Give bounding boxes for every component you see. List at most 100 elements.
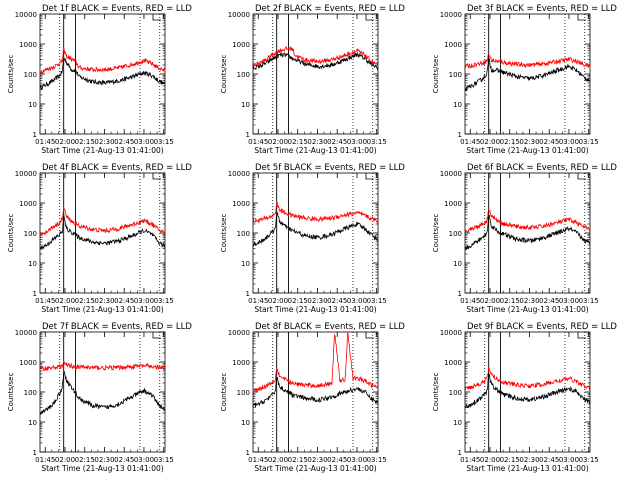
lld-series-line xyxy=(40,47,165,75)
y-tick-label: 100 xyxy=(449,389,462,397)
x-tick-label: 03:15 xyxy=(154,138,174,146)
legend-marker xyxy=(152,173,161,180)
y-tick-label: 10000 xyxy=(440,170,462,178)
y-tick-label: 10 xyxy=(241,260,250,268)
x-tick-label: 01:45 xyxy=(35,456,55,464)
lld-series-line xyxy=(253,332,378,393)
plot-frame xyxy=(464,331,591,453)
series-group xyxy=(253,45,378,71)
x-axis-label: Start Time (21-Aug-13 01:41:00) xyxy=(466,146,588,155)
lld-series-line xyxy=(465,366,590,391)
x-tick-label: 02:00 xyxy=(480,456,500,464)
x-tick-label: 03:00 xyxy=(347,138,367,146)
x-axis-label: Start Time (21-Aug-13 01:41:00) xyxy=(254,305,376,314)
lld-series-line xyxy=(253,45,378,67)
plot-frame xyxy=(464,172,591,294)
x-axis-label: Start Time (21-Aug-13 01:41:00) xyxy=(466,305,588,314)
y-tick-label: 10 xyxy=(28,101,37,109)
series-group xyxy=(253,332,378,408)
legend-marker xyxy=(152,14,161,21)
legend-marker xyxy=(365,332,374,339)
y-tick-label: 1 xyxy=(246,449,250,457)
y-tick-label: 1 xyxy=(33,449,37,457)
y-axis-label: Counts/sec xyxy=(432,373,440,412)
y-tick-label: 1 xyxy=(458,131,462,139)
x-axis-label: Start Time (21-Aug-13 01:41:00) xyxy=(466,464,588,473)
chart-title: Det 4f BLACK = Events, RED = LLD xyxy=(42,163,192,173)
x-tick-label: 01:45 xyxy=(460,456,480,464)
x-tick-label: 01:45 xyxy=(248,297,268,305)
series-group xyxy=(40,47,165,90)
plot-frame xyxy=(39,172,166,294)
panel-det-6: Det 6f BLACK = Events, RED = LLD 1 10 100 10… xyxy=(432,163,617,314)
x-tick-label: 02:45 xyxy=(539,456,559,464)
legend-marker xyxy=(577,332,586,339)
x-axis-label: Start Time (21-Aug-13 01:41:00) xyxy=(41,305,163,314)
x-tick-label: 02:30 xyxy=(94,297,114,305)
x-tick-label: 03:15 xyxy=(579,138,599,146)
chart-title: Det 6f BLACK = Events, RED = LLD xyxy=(467,163,617,173)
series-group xyxy=(40,206,165,250)
x-tick-label: 02:00 xyxy=(480,297,500,305)
x-tick-label: 01:45 xyxy=(248,456,268,464)
y-tick-label: 100 xyxy=(237,71,250,79)
y-tick-label: 1000 xyxy=(19,41,37,49)
events-series-line xyxy=(253,51,378,71)
y-axis-label: Counts/sec xyxy=(432,214,440,253)
x-tick-label: 01:45 xyxy=(248,138,268,146)
y-tick-label: 10 xyxy=(28,419,37,427)
y-axis-label: Counts/sec xyxy=(7,214,15,253)
x-tick-label: 02:30 xyxy=(519,456,539,464)
y-axis-label: Counts/sec xyxy=(220,55,228,94)
y-tick-label: 100 xyxy=(449,230,462,238)
x-axis-label: Start Time (21-Aug-13 01:41:00) xyxy=(41,146,163,155)
panel-det-2: Det 2f BLACK = Events, RED = LLD 1 10 100 10… xyxy=(220,4,405,155)
x-tick-label: 02:15 xyxy=(288,138,308,146)
x-tick-label: 02:15 xyxy=(75,297,95,305)
series-group xyxy=(465,366,590,409)
x-tick-label: 03:15 xyxy=(367,297,387,305)
events-series-line xyxy=(40,214,165,250)
y-tick-label: 1000 xyxy=(444,200,462,208)
y-tick-label: 10000 xyxy=(228,11,250,19)
x-tick-label: 02:00 xyxy=(268,297,288,305)
chart-title: Det 8f BLACK = Events, RED = LLD xyxy=(255,322,405,332)
y-axis-label: Counts/sec xyxy=(7,373,15,412)
y-tick-label: 1000 xyxy=(444,359,462,367)
x-tick-label: 02:30 xyxy=(519,297,539,305)
x-tick-label: 03:00 xyxy=(134,138,154,146)
x-tick-label: 02:45 xyxy=(114,456,134,464)
y-axis-label: Counts/sec xyxy=(7,55,15,94)
y-tick-label: 1000 xyxy=(19,200,37,208)
y-tick-label: 1 xyxy=(246,131,250,139)
x-tick-label: 03:15 xyxy=(154,456,174,464)
x-axis-label: Start Time (21-Aug-13 01:41:00) xyxy=(254,146,376,155)
x-tick-label: 02:00 xyxy=(55,456,75,464)
y-tick-label: 1 xyxy=(458,290,462,298)
x-tick-label: 02:00 xyxy=(55,297,75,305)
x-tick-label: 03:15 xyxy=(367,456,387,464)
x-tick-label: 03:00 xyxy=(559,297,579,305)
x-tick-label: 02:45 xyxy=(114,138,134,146)
x-tick-label: 01:45 xyxy=(460,297,480,305)
x-tick-label: 02:30 xyxy=(307,297,327,305)
x-tick-label: 03:00 xyxy=(559,456,579,464)
y-tick-label: 10000 xyxy=(440,11,462,19)
panel-det-3: Det 3f BLACK = Events, RED = LLD 1 10 100 10… xyxy=(432,4,617,155)
x-tick-label: 03:15 xyxy=(367,138,387,146)
x-tick-label: 03:00 xyxy=(347,297,367,305)
legend-marker xyxy=(577,173,586,180)
y-tick-label: 10000 xyxy=(228,329,250,337)
x-tick-label: 01:45 xyxy=(35,297,55,305)
y-tick-label: 1 xyxy=(246,290,250,298)
y-tick-label: 10000 xyxy=(228,170,250,178)
x-tick-label: 02:45 xyxy=(539,138,559,146)
y-tick-label: 10 xyxy=(453,101,462,109)
x-tick-label: 02:45 xyxy=(327,297,347,305)
series-group xyxy=(253,200,378,247)
chart-title: Det 3f BLACK = Events, RED = LLD xyxy=(467,4,617,14)
legend-marker xyxy=(152,332,161,339)
y-axis-label: Counts/sec xyxy=(220,373,228,412)
y-tick-label: 10 xyxy=(28,260,37,268)
y-tick-label: 100 xyxy=(24,71,37,79)
